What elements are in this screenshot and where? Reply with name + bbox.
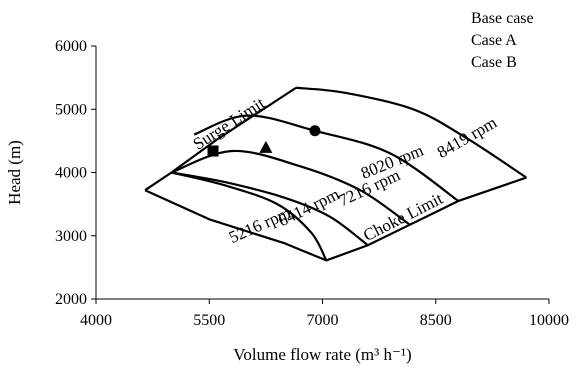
markers: [207, 125, 321, 157]
legend-label-base-case: Base case: [471, 10, 534, 27]
label-8419-rpm: 8419 rpm: [434, 113, 500, 162]
series-6414-rpm: [171, 171, 369, 247]
x-tick-label: 7000: [307, 312, 339, 329]
series-surge-limit: [144, 86, 297, 192]
y-tick-label: 5000: [55, 101, 87, 118]
y-tick-label: 3000: [55, 228, 87, 245]
legend-label-case-a: Case A: [471, 32, 517, 49]
x-tick-label: 5500: [193, 312, 225, 329]
label-surge-limit: Surge Limit: [190, 93, 269, 153]
y-tick-label: 2000: [55, 291, 87, 308]
x-tick-label: 8500: [420, 312, 452, 329]
legend-label-case-b: Case B: [471, 54, 517, 71]
x-tick-label: 4000: [80, 312, 112, 329]
series-5216-rpm: [171, 171, 328, 261]
x-tick-label: 10000: [529, 312, 569, 329]
point-case-b: [259, 140, 273, 153]
series-8419-rpm: [295, 86, 527, 179]
y-axis-title: Head (m): [5, 140, 24, 205]
curves: [144, 86, 527, 262]
x-axis-title: Volume flow rate (m³ h⁻¹): [233, 345, 411, 364]
point-base-case: [309, 125, 321, 137]
y-tick-label: 4000: [55, 165, 87, 182]
legend: Base case Case A Case B: [471, 10, 534, 71]
series-choke-limit: [144, 176, 527, 262]
axes: 2000 3000 4000 5000 6000 4000 5500 7000 8500 1000…: [5, 38, 569, 364]
point-case-a: [207, 145, 219, 157]
y-tick-label: 6000: [55, 38, 87, 55]
